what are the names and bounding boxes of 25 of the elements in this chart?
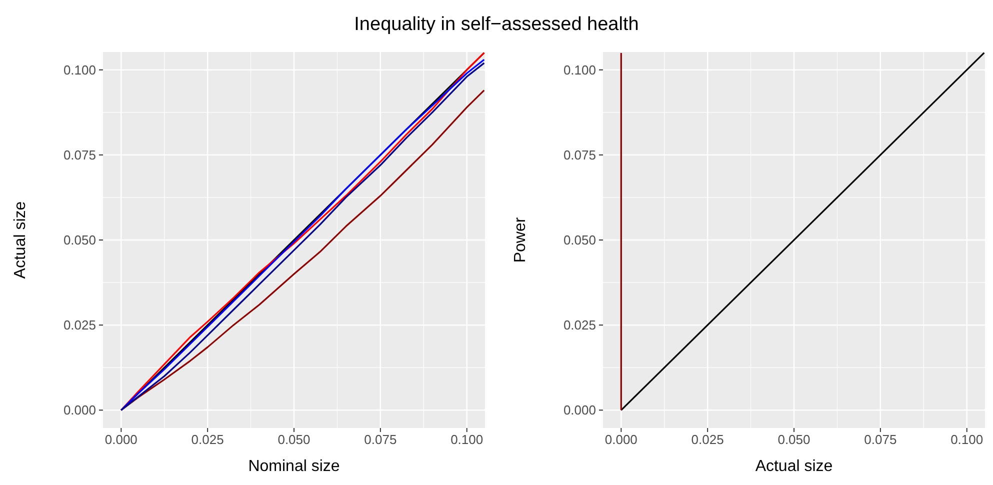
x-tick-label: 0.025 <box>691 432 724 447</box>
x-axis-title: Nominal size <box>248 458 340 475</box>
x-tick-label: 0.050 <box>278 432 310 447</box>
y-axis-title: Power <box>512 216 529 263</box>
x-axis-title: Actual size <box>755 458 833 475</box>
x-tick-label: 0.050 <box>778 432 810 447</box>
y-tick-label: 0.050 <box>563 232 596 248</box>
x-tick-label: 0.025 <box>191 432 224 447</box>
y-tick-label: 0.000 <box>63 402 96 418</box>
y-axis-title: Actual size <box>12 201 29 279</box>
x-tick-label: 0.000 <box>104 432 138 447</box>
y-tick-label: 0.075 <box>63 147 96 162</box>
y-tick-label: 0.025 <box>63 318 96 333</box>
y-tick-label: 0.025 <box>563 318 596 333</box>
x-tick-label: 0.100 <box>950 432 984 447</box>
y-tick-label: 0.000 <box>563 402 596 418</box>
y-tick-label: 0.075 <box>563 147 596 162</box>
y-tick-label: 0.100 <box>563 62 596 78</box>
y-tick-label: 0.050 <box>63 232 96 248</box>
x-tick-label: 0.100 <box>450 432 484 447</box>
y-tick-label: 0.100 <box>63 62 96 78</box>
x-tick-label: 0.075 <box>364 432 397 447</box>
chart-title: Inequality in self−assessed health <box>354 14 639 35</box>
x-tick-label: 0.075 <box>864 432 897 447</box>
x-tick-label: 0.000 <box>604 432 638 447</box>
